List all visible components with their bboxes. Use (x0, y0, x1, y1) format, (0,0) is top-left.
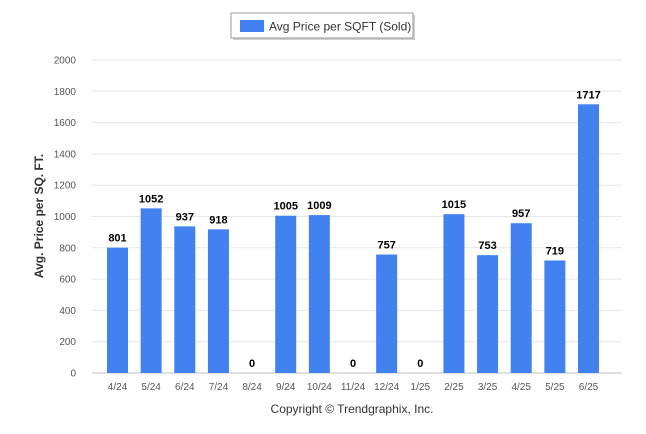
y-axis-title: Avg. Price per SQ. FT. (32, 154, 46, 278)
x-tick-label: 5/24 (141, 382, 161, 393)
data-label: 1052 (139, 193, 163, 205)
data-label: 918 (209, 214, 227, 226)
bar[interactable] (510, 223, 532, 373)
data-label: 1005 (273, 201, 297, 213)
bar[interactable] (107, 247, 128, 373)
data-label: 753 (478, 240, 496, 252)
x-tick-label: 3/25 (478, 382, 498, 393)
y-tick-label: 0 (70, 369, 76, 380)
x-tick-label: 8/24 (242, 382, 262, 393)
x-tick-label: 10/24 (307, 382, 332, 393)
legend-label: Avg Price per SQFT (Sold) (269, 20, 411, 34)
data-label: 0 (249, 358, 255, 370)
legend[interactable]: Avg Price per SQFT (Sold) (230, 12, 415, 40)
x-tick-label: 5/25 (545, 382, 565, 393)
legend-swatch (240, 20, 264, 32)
data-label: 1717 (576, 89, 600, 101)
x-tick-label: 4/24 (108, 382, 128, 393)
bar[interactable] (308, 215, 330, 373)
x-tick-label: 12/24 (374, 382, 399, 393)
data-label: 0 (417, 358, 423, 370)
data-label: 1009 (307, 200, 331, 212)
y-tick-label: 1800 (54, 87, 77, 98)
x-tick-label: 6/24 (175, 382, 195, 393)
bars (107, 104, 599, 374)
y-tick-label: 400 (59, 306, 76, 317)
data-label: 1015 (442, 199, 466, 211)
x-tick-label: 9/24 (276, 382, 296, 393)
bar[interactable] (477, 255, 499, 373)
data-label: 957 (512, 208, 530, 220)
bar[interactable] (174, 226, 196, 373)
y-tick-label: 1000 (54, 212, 77, 223)
bar[interactable] (376, 254, 398, 373)
bar[interactable] (443, 214, 465, 373)
y-axis-ticks: 0 200 400 600 800 1000 1200 1400 1600 1800 2000 (54, 56, 77, 380)
y-tick-label: 600 (59, 275, 76, 286)
x-axis-ticks: 4/24 5/24 6/24 7/24 8/24 9/24 10/24 11/24 12/24 1… (108, 382, 599, 393)
y-tick-label: 800 (59, 243, 76, 254)
x-tick-label: 4/25 (511, 382, 531, 393)
x-tick-label: 7/24 (209, 382, 229, 393)
y-tick-label: 2000 (54, 56, 77, 67)
bar[interactable] (140, 208, 162, 373)
y-tick-label: 1400 (54, 149, 77, 160)
bar[interactable] (578, 104, 599, 374)
data-labels: 801 1052 937 918 0 1005 1009 0 757 0 1015 753 957 719… (108, 89, 600, 370)
data-label: 801 (108, 233, 126, 245)
bar[interactable] (544, 260, 566, 373)
x-tick-label: 1/25 (411, 382, 431, 393)
data-label: 937 (176, 211, 194, 223)
x-tick-label: 6/25 (579, 382, 599, 393)
bar[interactable] (207, 229, 229, 373)
data-label: 719 (546, 245, 564, 257)
y-tick-label: 1200 (54, 181, 77, 192)
y-tick-label: 200 (59, 337, 76, 348)
data-label: 0 (350, 358, 356, 370)
x-tick-label: 2/25 (444, 382, 464, 393)
bar[interactable] (275, 215, 297, 373)
gridlines (92, 59, 622, 374)
data-label: 757 (377, 240, 395, 252)
y-tick-label: 1600 (54, 118, 77, 129)
x-tick-label: 11/24 (341, 382, 366, 393)
copyright-text: Copyright © Trendgraphix, Inc. (271, 402, 434, 416)
